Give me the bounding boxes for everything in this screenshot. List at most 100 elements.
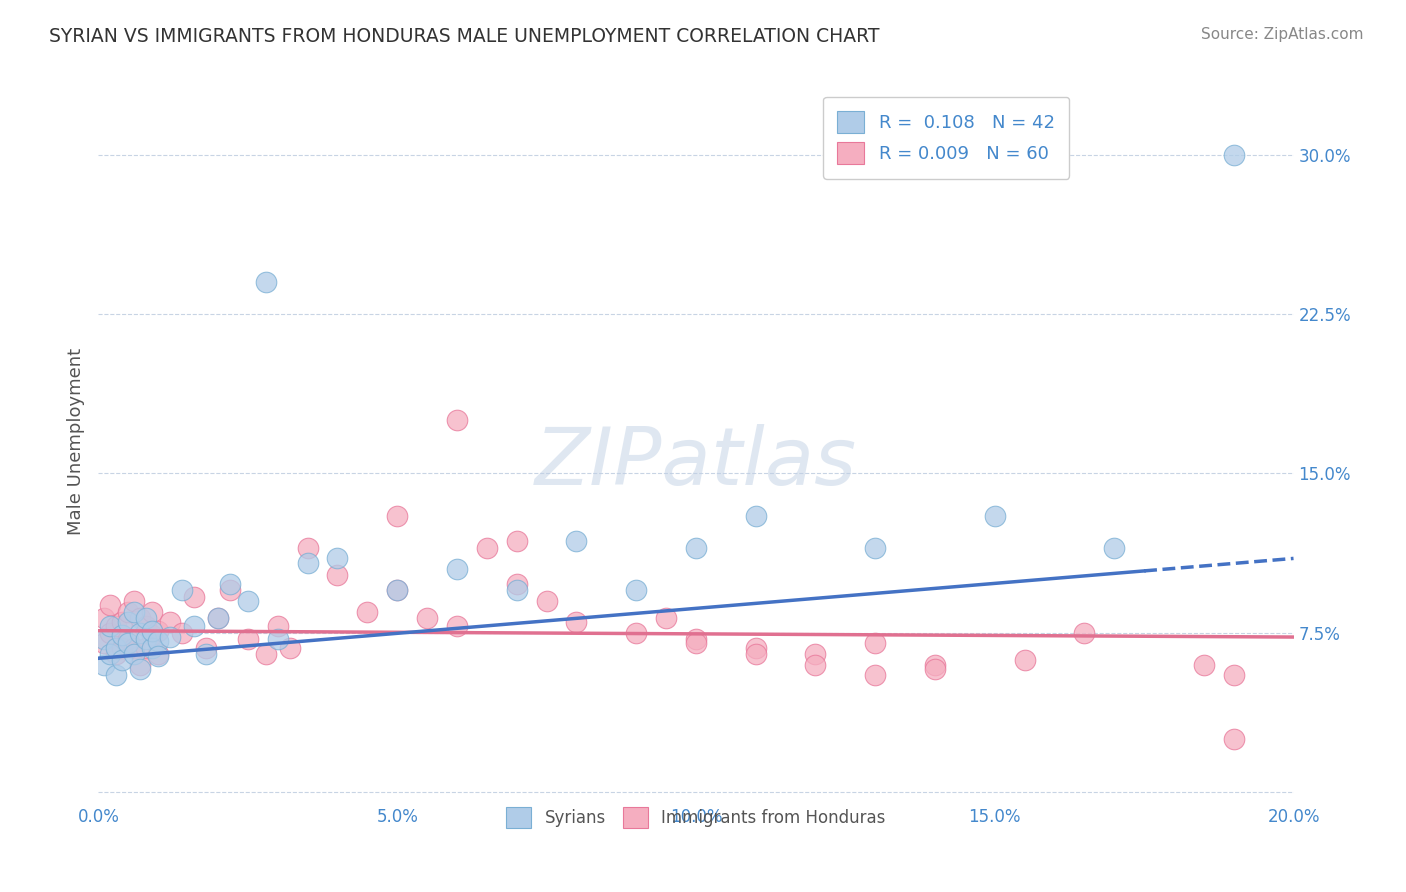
- Point: [117, 636, 139, 650]
- Point: [117, 615, 139, 630]
- Point: [254, 647, 277, 661]
- Point: [111, 615, 134, 630]
- Text: Source: ZipAtlas.com: Source: ZipAtlas.com: [1201, 27, 1364, 42]
- Point: [129, 611, 152, 625]
- Point: [865, 541, 887, 555]
- Point: [159, 630, 181, 644]
- Point: [267, 632, 290, 647]
- Point: [135, 632, 157, 647]
- Point: [124, 594, 146, 608]
- Point: [117, 632, 139, 647]
- Point: [141, 628, 163, 642]
- Point: [475, 541, 498, 555]
- Point: [1192, 657, 1215, 672]
- Point: [195, 647, 218, 661]
- Point: [124, 605, 146, 619]
- Point: [267, 619, 290, 633]
- Point: [93, 611, 115, 625]
- Point: [93, 632, 115, 647]
- Point: [124, 640, 146, 655]
- Point: [685, 541, 707, 555]
- Point: [111, 628, 134, 642]
- Point: [685, 636, 707, 650]
- Text: SYRIAN VS IMMIGRANTS FROM HONDURAS MALE UNEMPLOYMENT CORRELATION CHART: SYRIAN VS IMMIGRANTS FROM HONDURAS MALE …: [49, 27, 880, 45]
- Point: [129, 657, 152, 672]
- Point: [98, 625, 122, 640]
- Point: [98, 647, 122, 661]
- Point: [536, 594, 558, 608]
- Point: [183, 590, 205, 604]
- Point: [105, 647, 128, 661]
- Point: [135, 640, 157, 655]
- Legend: Syrians, Immigrants from Honduras: Syrians, Immigrants from Honduras: [499, 800, 893, 834]
- Point: [446, 413, 468, 427]
- Text: ZIPatlas: ZIPatlas: [534, 425, 858, 502]
- Point: [924, 657, 946, 672]
- Point: [745, 508, 768, 523]
- Point: [236, 632, 259, 647]
- Point: [105, 619, 128, 633]
- Point: [105, 668, 128, 682]
- Point: [207, 611, 229, 625]
- Point: [385, 583, 409, 598]
- Point: [207, 611, 229, 625]
- Point: [98, 598, 122, 612]
- Point: [124, 647, 146, 661]
- Point: [105, 640, 128, 655]
- Point: [172, 583, 194, 598]
- Point: [745, 640, 768, 655]
- Point: [172, 625, 194, 640]
- Point: [1223, 147, 1246, 161]
- Point: [565, 534, 588, 549]
- Point: [148, 634, 170, 648]
- Point: [506, 583, 529, 598]
- Point: [141, 640, 163, 655]
- Point: [111, 653, 134, 667]
- Point: [141, 624, 163, 638]
- Point: [135, 611, 157, 625]
- Point: [141, 605, 163, 619]
- Point: [159, 615, 181, 630]
- Point: [1014, 653, 1036, 667]
- Y-axis label: Male Unemployment: Male Unemployment: [66, 348, 84, 535]
- Point: [385, 508, 409, 523]
- Point: [865, 668, 887, 682]
- Point: [984, 508, 1007, 523]
- Point: [1073, 625, 1095, 640]
- Point: [98, 619, 122, 633]
- Point: [219, 583, 242, 598]
- Point: [565, 615, 588, 630]
- Point: [219, 577, 242, 591]
- Point: [506, 534, 529, 549]
- Point: [685, 632, 707, 647]
- Point: [183, 619, 205, 633]
- Point: [626, 583, 648, 598]
- Point: [356, 605, 378, 619]
- Point: [148, 649, 170, 664]
- Point: [924, 662, 946, 676]
- Point: [297, 556, 319, 570]
- Point: [135, 619, 157, 633]
- Point: [745, 647, 768, 661]
- Point: [326, 568, 349, 582]
- Point: [1104, 541, 1126, 555]
- Point: [1223, 668, 1246, 682]
- Point: [416, 611, 439, 625]
- Point: [385, 583, 409, 598]
- Point: [1223, 732, 1246, 747]
- Point: [93, 657, 115, 672]
- Point: [326, 551, 349, 566]
- Point: [506, 577, 529, 591]
- Point: [804, 647, 827, 661]
- Point: [129, 625, 152, 640]
- Point: [804, 657, 827, 672]
- Point: [93, 636, 115, 650]
- Point: [111, 640, 134, 655]
- Point: [254, 275, 277, 289]
- Point: [236, 594, 259, 608]
- Point: [655, 611, 678, 625]
- Point: [129, 662, 152, 676]
- Point: [148, 624, 170, 638]
- Point: [195, 640, 218, 655]
- Point: [626, 625, 648, 640]
